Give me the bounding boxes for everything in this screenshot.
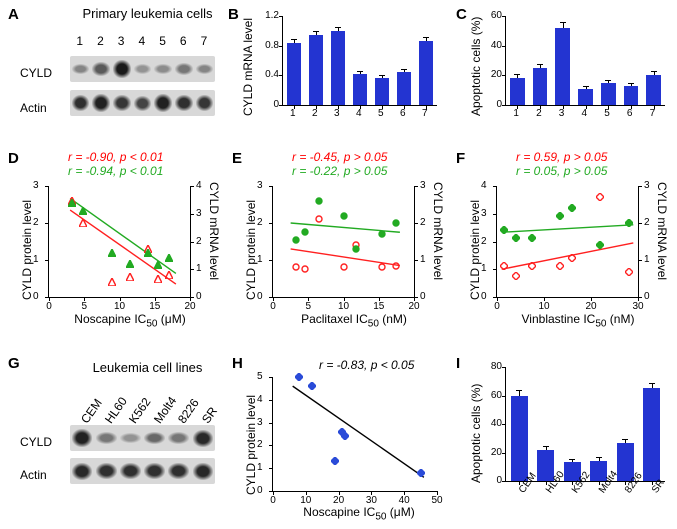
bar <box>601 83 616 105</box>
panel-D-stat-red: r = -0.90, p < 0.01 <box>68 150 163 164</box>
panel-B-label: B <box>228 6 239 23</box>
panel-D: CYLD protein level CYLD mRNA level 05101… <box>20 150 230 325</box>
panel-E-yl: CYLD protein level <box>244 180 258 300</box>
bar <box>331 31 345 105</box>
panel-H: CYLD protein level 01020304050012345 r =… <box>244 355 454 525</box>
panel-F-label: F <box>456 150 465 167</box>
panel-D-yl: CYLD protein level <box>20 180 34 300</box>
panel-F-yr: CYLD mRNA level <box>655 182 669 302</box>
panel-E-yr: CYLD mRNA level <box>431 182 445 302</box>
bar <box>624 86 639 105</box>
bar <box>646 75 661 105</box>
panel-D-stat-green: r = -0.94, p < 0.01 <box>68 164 163 178</box>
panel-C: Apoptotic cells (%) 02040601234567 <box>469 10 669 130</box>
panel-C-plot: 02040601234567 <box>505 16 665 106</box>
panel-E-label: E <box>232 150 242 167</box>
bar <box>533 68 548 105</box>
panel-E-plot: 0510152001230123 <box>272 186 414 298</box>
blot-cyld-g <box>70 425 215 451</box>
row-label-cyld: CYLD <box>20 66 52 80</box>
panel-I-plot: 020406080CEMHL60K562Molt48226SR <box>505 367 665 482</box>
row-label-actin: Actin <box>20 101 47 115</box>
panel-E-xlabel: Paclitaxel IC50 (nM) <box>279 312 429 329</box>
bar <box>287 43 301 105</box>
panel-H-stat: r = -0.83, p < 0.05 <box>319 358 414 372</box>
panel-A-label: A <box>8 6 19 23</box>
bar <box>419 41 433 105</box>
bar <box>510 78 525 105</box>
bar <box>397 72 411 105</box>
panel-F-xlabel: Vinblastine IC50 (nM) <box>503 312 653 329</box>
panel-H-xlabel: Noscapine IC50 (μM) <box>279 505 439 522</box>
panel-D-plot: 05101520012301234 <box>48 186 190 298</box>
panel-F: CYLD protein level CYLD mRNA level 01020… <box>468 150 677 325</box>
panel-F-plot: 0102030012340123 <box>496 186 638 298</box>
panel-D-yr: CYLD mRNA level <box>207 182 221 302</box>
bar <box>643 388 660 481</box>
panel-B: CYLD mRNA level 00.40.81.21234567 <box>241 10 441 130</box>
panel-E-stat-green: r = -0.22, p > 0.05 <box>292 164 387 178</box>
bar <box>578 89 593 105</box>
blot-actin-g <box>70 458 215 484</box>
panel-H-yl: CYLD protein level <box>244 375 258 495</box>
bar <box>511 396 528 482</box>
blot-actin <box>70 90 215 116</box>
panel-D-label: D <box>8 150 19 167</box>
panel-A-title: Primary leukemia cells <box>75 6 220 21</box>
bar <box>353 74 367 105</box>
panel-H-plot: 01020304050012345 <box>272 377 437 492</box>
panel-B-ylabel: CYLD mRNA level <box>241 11 255 116</box>
panel-F-yl: CYLD protein level <box>468 180 482 300</box>
row-label-actin-g: Actin <box>20 468 47 482</box>
panel-F-stat-green: r = 0.05, p > 0.05 <box>516 164 607 178</box>
panel-G-title: Leukemia cell lines <box>75 360 220 375</box>
panel-B-plot: 00.40.81.21234567 <box>282 16 437 106</box>
panel-F-stat-red: r = 0.59, p > 0.05 <box>516 150 607 164</box>
panel-I: Apoptotic cells (%) 020406080CEMHL60K562… <box>469 355 669 525</box>
panel-D-xlabel: Noscapine IC50 (μM) <box>55 312 205 329</box>
panel-E: CYLD protein level CYLD mRNA level 05101… <box>244 150 454 325</box>
panel-E-stat-red: r = -0.45, p > 0.05 <box>292 150 387 164</box>
blot-cyld <box>70 56 215 82</box>
panel-H-label: H <box>232 355 243 372</box>
panel-C-label: C <box>456 6 467 23</box>
panel-I-label: I <box>456 355 460 372</box>
bar <box>309 35 323 105</box>
bar <box>375 78 389 105</box>
panel-G-label: G <box>8 355 20 372</box>
bar <box>555 28 570 105</box>
row-label-cyld-g: CYLD <box>20 435 52 449</box>
